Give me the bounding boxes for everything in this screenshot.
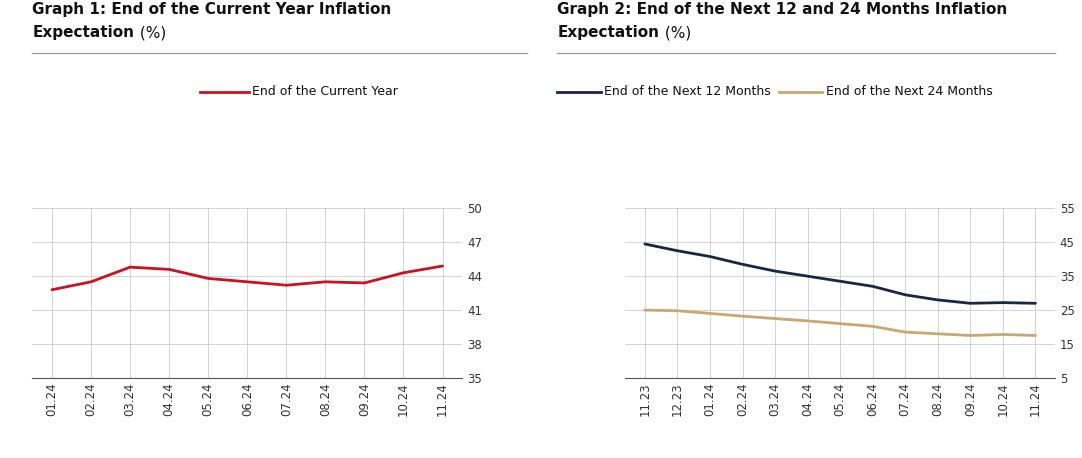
Text: Graph 2: End of the Next 12 and 24 Months Inflation: Graph 2: End of the Next 12 and 24 Month…	[557, 2, 1007, 17]
Text: Expectation: Expectation	[32, 25, 134, 40]
Text: (%): (%)	[135, 25, 167, 40]
Text: Expectation: Expectation	[557, 25, 659, 40]
Text: End of the Next 12 Months: End of the Next 12 Months	[604, 85, 770, 98]
Text: End of the Next 24 Months: End of the Next 24 Months	[826, 85, 992, 98]
Text: (%): (%)	[660, 25, 691, 40]
Text: End of the Current Year: End of the Current Year	[252, 85, 398, 98]
Text: Graph 1: End of the Current Year Inflation: Graph 1: End of the Current Year Inflati…	[32, 2, 392, 17]
